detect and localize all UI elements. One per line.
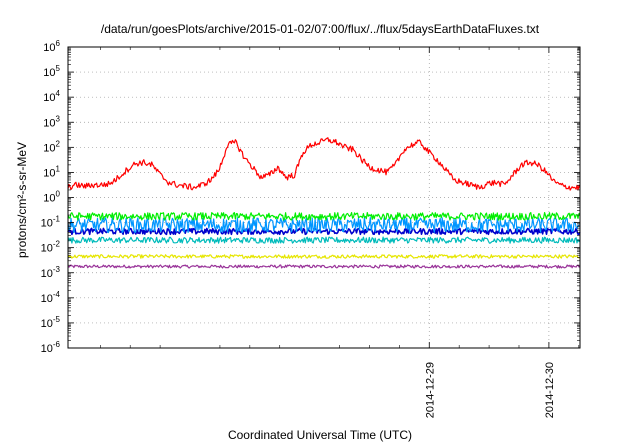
series-line-2 <box>67 217 581 234</box>
x-axis-label: Coordinated Universal Time (UTC) <box>227 428 413 442</box>
y-tick-label: 101 <box>43 164 60 179</box>
chart-title: /data/run/goesPlots/archive/2015-01-02/0… <box>100 22 540 36</box>
chart-grid <box>68 47 580 348</box>
y-tick-label: 105 <box>43 64 60 79</box>
y-axis-label: protons/cm²-s-sr-MeV <box>15 141 29 259</box>
series-line-5 <box>67 254 581 259</box>
y-tick-label: 10-3 <box>41 265 61 280</box>
series-line-1 <box>67 212 581 221</box>
y-tick-label: 106 <box>43 39 60 54</box>
series-line-6 <box>67 264 581 269</box>
series-line-4 <box>67 236 581 244</box>
y-tick-label: 103 <box>43 114 60 129</box>
x-tick-label: 2014-12-30 <box>544 362 556 418</box>
y-tick-label: 102 <box>43 139 60 154</box>
y-tick-label: 100 <box>43 190 60 205</box>
y-tick-label: 10-4 <box>41 290 61 305</box>
x-axis: 2014-12-292014-12-302014-12-312015-1-120… <box>99 47 580 418</box>
y-tick-label: 10-2 <box>41 240 61 255</box>
series-line-3 <box>67 227 581 236</box>
y-axis: 10-6 10-5 10-4 10-3 10-2 10-1 100 101 102 103 104 1… <box>41 39 580 355</box>
y-tick-label: 10-1 <box>41 215 61 230</box>
y-tick-label: 104 <box>43 89 60 104</box>
y-tick-label: 10-5 <box>41 315 61 330</box>
x-tick-label: 2014-12-29 <box>424 362 436 418</box>
chart-series-group <box>67 137 581 269</box>
series-line-0 <box>67 137 581 191</box>
y-tick-label: 10-6 <box>41 340 61 355</box>
